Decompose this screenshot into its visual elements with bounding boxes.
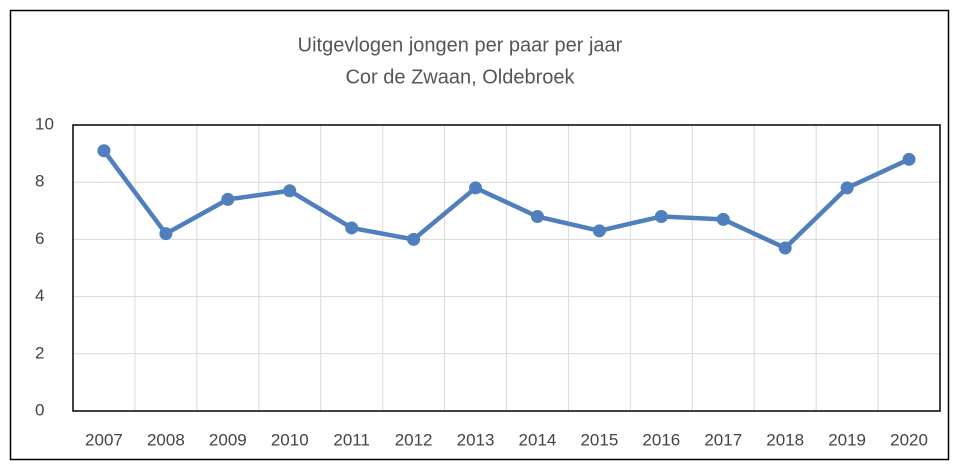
data-point bbox=[778, 241, 792, 255]
data-point bbox=[221, 192, 235, 206]
y-tick-label: 6 bbox=[35, 229, 44, 248]
data-point bbox=[407, 232, 421, 246]
x-tick-label: 2014 bbox=[519, 430, 557, 449]
x-tick-label: 2019 bbox=[828, 430, 866, 449]
data-point bbox=[654, 210, 668, 224]
x-tick-label: 2007 bbox=[85, 430, 123, 449]
data-point bbox=[840, 181, 854, 195]
data-point bbox=[97, 144, 111, 158]
y-tick-label: 4 bbox=[35, 286, 44, 305]
x-tick-label: 2010 bbox=[271, 430, 309, 449]
data-point bbox=[902, 152, 916, 166]
x-tick-label: 2009 bbox=[209, 430, 247, 449]
x-tick-label: 2016 bbox=[642, 430, 680, 449]
y-tick-label: 0 bbox=[35, 400, 44, 419]
chart-title: Uitgevlogen jongen per paar per jaar bbox=[298, 34, 623, 56]
x-tick-label: 2012 bbox=[395, 430, 433, 449]
x-tick-label: 2013 bbox=[457, 430, 495, 449]
data-point bbox=[530, 210, 544, 224]
y-tick-label: 10 bbox=[35, 114, 54, 133]
x-tick-label: 2020 bbox=[890, 430, 928, 449]
data-point bbox=[592, 224, 606, 238]
data-point bbox=[716, 212, 730, 226]
x-tick-label: 2018 bbox=[766, 430, 804, 449]
x-tick-label: 2017 bbox=[704, 430, 742, 449]
data-point bbox=[159, 227, 173, 241]
y-tick-label: 8 bbox=[35, 172, 44, 191]
plot-frame bbox=[72, 124, 941, 412]
data-point bbox=[469, 181, 483, 195]
x-tick-label: 2008 bbox=[147, 430, 185, 449]
x-tick-label: 2015 bbox=[580, 430, 618, 449]
data-point bbox=[345, 221, 359, 235]
chart-subtitle: Cor de Zwaan, Oldebroek bbox=[345, 66, 575, 88]
x-tick-label: 2011 bbox=[333, 430, 370, 449]
y-tick-label: 2 bbox=[35, 343, 44, 362]
data-point bbox=[283, 184, 297, 198]
data-line bbox=[102, 149, 910, 251]
